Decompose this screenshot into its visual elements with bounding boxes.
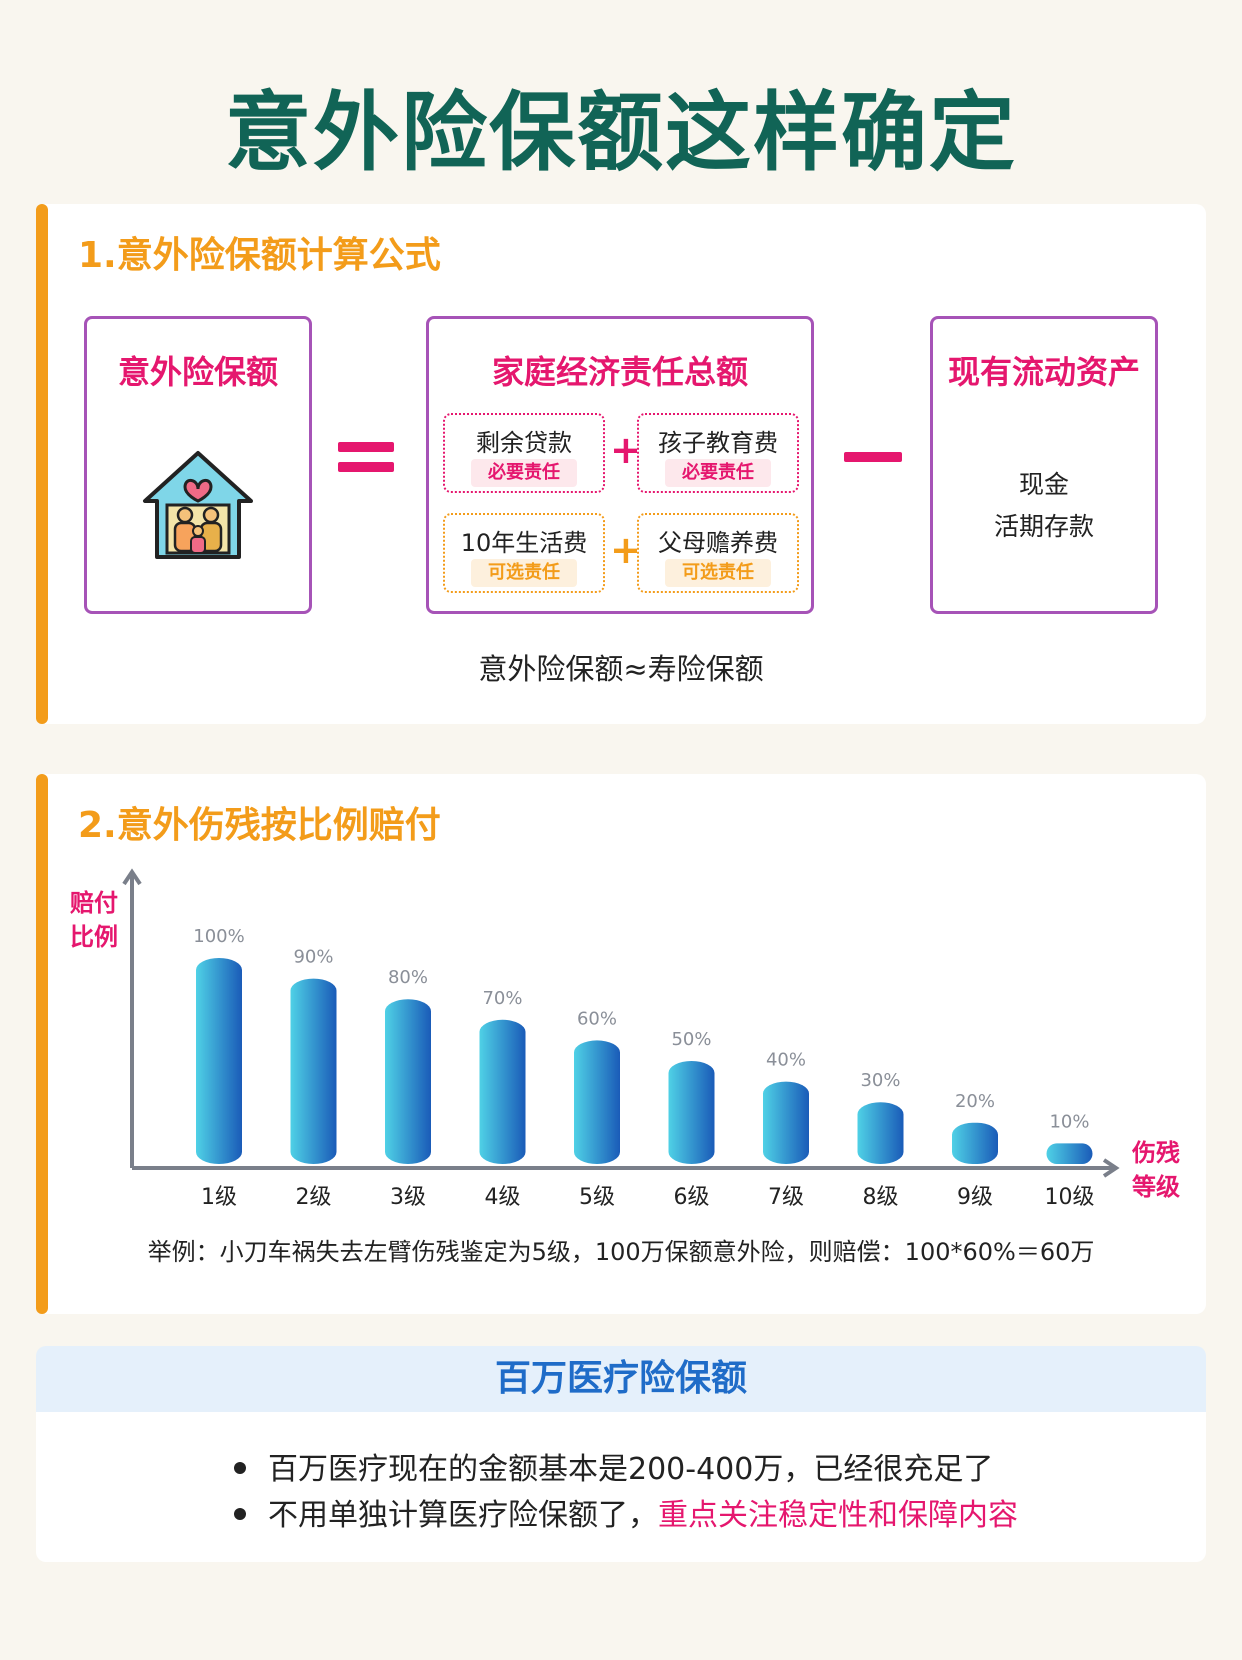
x-tick-label: 2级 bbox=[296, 1185, 332, 1210]
bar-value-label: 100% bbox=[193, 926, 244, 947]
responsibility-item: 孩子教育费 必要责任 bbox=[637, 413, 799, 493]
bar-value-label: 80% bbox=[388, 967, 428, 988]
bullet-dot bbox=[234, 1461, 246, 1474]
bar bbox=[385, 999, 431, 1164]
bar bbox=[763, 1081, 809, 1164]
bar bbox=[668, 1061, 715, 1164]
box-title: 现有流动资产 bbox=[947, 353, 1140, 391]
example-text: 举例：小刀车祸失去左臂伤残鉴定为5级，100万保额意外险，则赔偿：100*60%… bbox=[147, 1238, 1095, 1266]
x-axis-label: 伤残 等级 bbox=[1132, 1136, 1180, 1204]
accent-bar bbox=[36, 204, 48, 724]
plus-sign: + bbox=[610, 428, 642, 472]
disability-card: 2.意外伤残按比例赔付 赔付 比例 伤残 等级 100% 1级 90% 2级 80% 3级… bbox=[36, 774, 1206, 1314]
x-tick-label: 8级 bbox=[863, 1185, 899, 1210]
bar bbox=[290, 978, 337, 1164]
responsibility-item: 10年生活费 可选责任 bbox=[443, 513, 605, 593]
accent-bar bbox=[36, 774, 48, 1314]
liquid-assets-box: 现有流动资产 现金 活期存款 bbox=[930, 316, 1158, 614]
x-tick-label: 9级 bbox=[957, 1185, 993, 1210]
formula-note: 意外险保额≈寿险保额 bbox=[478, 652, 764, 686]
item-label: 父母赡养费 bbox=[658, 529, 778, 557]
optional-tag: 可选责任 bbox=[665, 559, 771, 587]
required-tag: 必要责任 bbox=[665, 459, 771, 487]
x-tick-label: 7级 bbox=[768, 1185, 804, 1210]
asset-line: 现金 bbox=[1018, 470, 1069, 499]
responsibility-item: 父母赡养费 可选责任 bbox=[637, 513, 799, 593]
bar-value-label: 50% bbox=[671, 1029, 711, 1050]
highlight-text: 重点关注稳定性和保障内容 bbox=[658, 1498, 1018, 1533]
bullet-dot bbox=[234, 1507, 246, 1520]
x-axis-label-line: 等级 bbox=[1132, 1173, 1180, 1201]
bar-value-label: 40% bbox=[766, 1050, 806, 1071]
x-tick-label: 3级 bbox=[390, 1185, 426, 1210]
accident-cover-box: 意外险保额 bbox=[84, 316, 312, 614]
x-tick-label: 5级 bbox=[579, 1185, 615, 1210]
y-axis-arrow bbox=[122, 868, 142, 886]
bar-value-label: 30% bbox=[860, 1070, 900, 1091]
minus-sign bbox=[844, 452, 902, 462]
medical-section-title: 百万医疗险保额 bbox=[36, 1346, 1206, 1412]
bar bbox=[952, 1122, 998, 1164]
x-tick-label: 10级 bbox=[1045, 1185, 1095, 1210]
disability-bar-chart: 100% 1级 90% 2级 80% 3级 70% 4级 60% 5级 50% 6级 40% 7级 30% 8… bbox=[122, 868, 1120, 1210]
x-tick-label: 4级 bbox=[485, 1185, 521, 1210]
bullet-item: 百万医疗现在的金额基本是200-400万，已经很充足了 bbox=[234, 1444, 993, 1488]
medical-card: 百万医疗现在的金额基本是200-400万，已经很充足了 不用单独计算医疗险保额了… bbox=[36, 1412, 1206, 1562]
asset-line: 活期存款 bbox=[993, 512, 1094, 541]
family-house-icon bbox=[143, 451, 253, 559]
x-tick-label: 6级 bbox=[674, 1185, 710, 1210]
bar bbox=[196, 958, 242, 1164]
box-title: 家庭经济责任总额 bbox=[491, 353, 748, 391]
bullet-item: 不用单独计算医疗险保额了，重点关注稳定性和保障内容 bbox=[234, 1490, 1018, 1534]
x-axis-arrow bbox=[1102, 1158, 1120, 1178]
bar-value-label: 10% bbox=[1049, 1111, 1089, 1132]
y-axis-label-line: 赔付 bbox=[70, 889, 118, 917]
bar bbox=[574, 1040, 620, 1164]
item-label: 剩余贷款 bbox=[476, 429, 572, 457]
bullet-text: 百万医疗现在的金额基本是200-400万，已经很充足了 bbox=[268, 1452, 994, 1487]
plus-sign: + bbox=[610, 528, 642, 572]
section-title: 1.意外险保额计算公式 bbox=[78, 235, 441, 276]
item-label: 孩子教育费 bbox=[658, 429, 778, 457]
x-axis-label-line: 伤残 bbox=[1132, 1139, 1180, 1167]
page-title: 意外险保额这样确定 bbox=[225, 83, 1017, 183]
y-axis-label: 赔付 比例 bbox=[70, 886, 118, 954]
section-title: 2.意外伤残按比例赔付 bbox=[78, 805, 441, 846]
equals-sign bbox=[338, 462, 394, 472]
y-axis-label-line: 比例 bbox=[70, 923, 118, 951]
bar bbox=[857, 1102, 904, 1164]
bullet-text: 不用单独计算医疗险保额了， bbox=[268, 1498, 658, 1533]
optional-tag: 可选责任 bbox=[471, 559, 577, 587]
responsibility-item: 剩余贷款 必要责任 bbox=[443, 413, 605, 493]
box-title: 意外险保额 bbox=[117, 353, 278, 391]
equals-sign bbox=[338, 442, 394, 452]
bar-value-label: 60% bbox=[577, 1008, 617, 1029]
bar-value-label: 70% bbox=[482, 988, 522, 1009]
bar-value-label: 20% bbox=[955, 1091, 995, 1112]
family-responsibility-box: 家庭经济责任总额 剩余贷款 必要责任 + 孩子教育费 必要责任 10年生活费 可… bbox=[426, 316, 814, 614]
bar bbox=[1046, 1143, 1093, 1164]
bar bbox=[479, 1019, 526, 1164]
x-tick-label: 1级 bbox=[201, 1185, 237, 1210]
bar-value-label: 90% bbox=[293, 947, 333, 968]
formula-card: 1.意外险保额计算公式 意外险保额 家庭经济责任总额 剩余贷款 必要责任 + 孩… bbox=[36, 204, 1206, 724]
required-tag: 必要责任 bbox=[471, 459, 577, 487]
item-label: 10年生活费 bbox=[460, 529, 588, 557]
